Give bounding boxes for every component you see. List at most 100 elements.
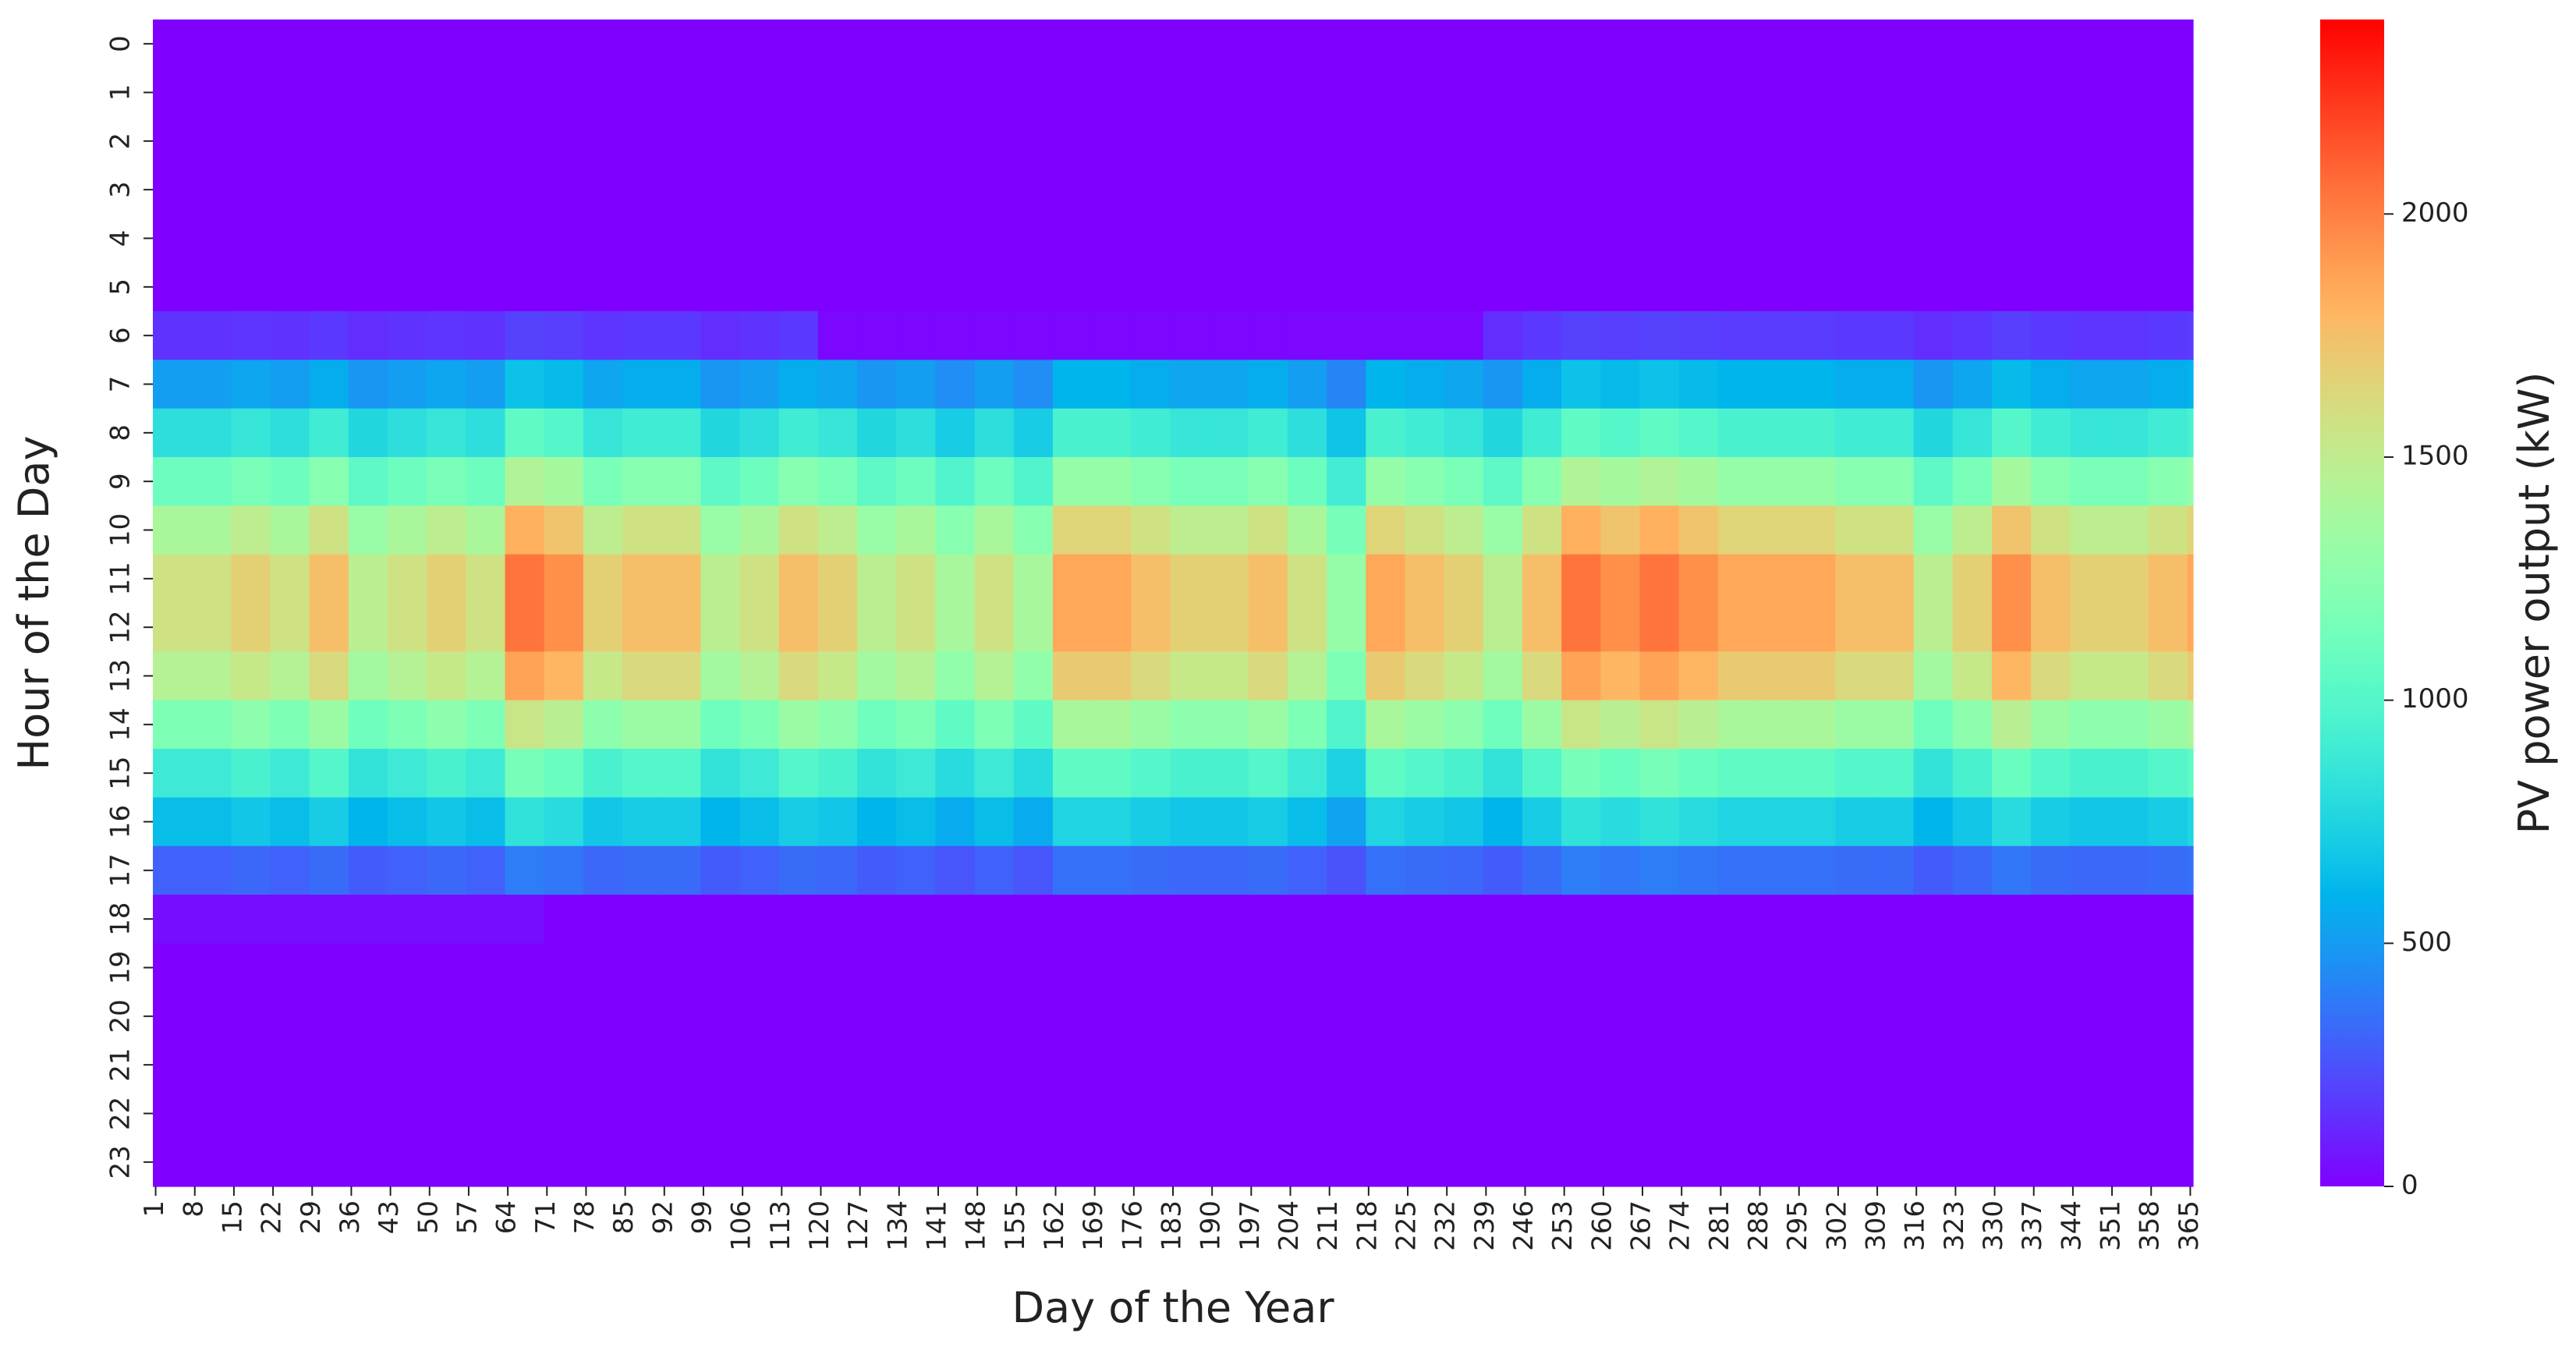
heatmap-cell bbox=[1639, 214, 1680, 264]
heatmap-cell bbox=[896, 457, 936, 506]
heatmap-cell bbox=[1835, 1089, 1876, 1139]
heatmap-cell bbox=[896, 214, 936, 264]
heatmap-cell bbox=[739, 505, 780, 555]
heatmap-cell bbox=[1835, 700, 1876, 750]
heatmap-cell bbox=[231, 457, 271, 506]
heatmap-cell bbox=[1092, 1041, 1132, 1090]
heatmap-cell bbox=[1639, 603, 1680, 652]
x-tick-label: 232 bbox=[1430, 1200, 1462, 1251]
heatmap-cell bbox=[1170, 505, 1210, 555]
heatmap-cell bbox=[1561, 603, 1601, 652]
heatmap-cell bbox=[348, 797, 388, 847]
heatmap-cell bbox=[1052, 749, 1093, 798]
heatmap-cell bbox=[1991, 1137, 2032, 1187]
heatmap-cell bbox=[1483, 505, 1523, 555]
heatmap-cell bbox=[348, 20, 388, 69]
heatmap-cell bbox=[739, 991, 780, 1041]
heatmap-cell bbox=[974, 1089, 1015, 1139]
heatmap-cell bbox=[2109, 603, 2149, 652]
heatmap-cell bbox=[1639, 20, 1680, 69]
heatmap-cell bbox=[700, 505, 741, 555]
heatmap-cell bbox=[1013, 943, 1054, 993]
heatmap-cell bbox=[739, 262, 780, 312]
heatmap-cell bbox=[739, 895, 780, 944]
heatmap-cell bbox=[1639, 797, 1680, 847]
heatmap-cell bbox=[1287, 943, 1327, 993]
heatmap-cell bbox=[661, 603, 701, 652]
heatmap-cell bbox=[309, 457, 349, 506]
heatmap-cell bbox=[2070, 20, 2110, 69]
y-tick-label: 23 bbox=[105, 1145, 136, 1179]
heatmap-cell bbox=[857, 116, 897, 166]
heatmap-cell bbox=[270, 846, 310, 895]
heatmap-cell bbox=[1600, 846, 1641, 895]
heatmap-cell bbox=[1327, 165, 1366, 215]
y-tick-label: 17 bbox=[105, 853, 136, 887]
heatmap-cell bbox=[857, 797, 897, 847]
heatmap-cell bbox=[1991, 505, 2032, 555]
heatmap-cell bbox=[2148, 68, 2188, 118]
heatmap-cell bbox=[1561, 1041, 1601, 1090]
heatmap-cell bbox=[1131, 457, 1171, 506]
heatmap-cell bbox=[1561, 943, 1601, 993]
heatmap-cell bbox=[857, 943, 897, 993]
heatmap-cell bbox=[622, 262, 662, 312]
heatmap-cell bbox=[1444, 20, 1484, 69]
heatmap-cell bbox=[1131, 1041, 1171, 1090]
heatmap-cell bbox=[1092, 554, 1132, 604]
heatmap-cell bbox=[2187, 408, 2194, 458]
x-tick-label: 351 bbox=[2096, 1200, 2127, 1251]
heatmap-cell bbox=[427, 749, 466, 798]
heatmap-cell bbox=[1327, 797, 1366, 847]
heatmap-cell bbox=[270, 1089, 310, 1139]
heatmap-cell bbox=[1013, 651, 1054, 701]
heatmap-cell bbox=[1522, 846, 1562, 895]
heatmap-cell bbox=[2070, 68, 2110, 118]
heatmap-cell bbox=[1405, 505, 1445, 555]
heatmap-cell bbox=[1170, 797, 1210, 847]
heatmap-cell bbox=[661, 311, 701, 360]
heatmap-cell bbox=[2070, 360, 2110, 410]
heatmap-cell bbox=[1717, 846, 1758, 895]
heatmap-cell bbox=[2070, 311, 2110, 360]
heatmap-cell bbox=[2109, 895, 2149, 944]
x-tick-label: 176 bbox=[1117, 1200, 1148, 1251]
heatmap-cell bbox=[544, 749, 584, 798]
heatmap-cell bbox=[1131, 165, 1171, 215]
heatmap-cell bbox=[1756, 651, 1797, 701]
x-tick-label: 78 bbox=[569, 1200, 601, 1234]
heatmap-cell bbox=[348, 214, 388, 264]
heatmap-cell bbox=[1796, 1137, 1836, 1187]
heatmap-cell bbox=[2031, 68, 2071, 118]
heatmap-cell bbox=[2187, 554, 2194, 604]
heatmap-cell bbox=[1561, 797, 1601, 847]
heatmap-cell bbox=[505, 1137, 545, 1187]
x-tick-label: 1 bbox=[139, 1200, 170, 1218]
heatmap-cell bbox=[427, 797, 466, 847]
heatmap-cell bbox=[1483, 165, 1523, 215]
heatmap-cell bbox=[1092, 505, 1132, 555]
heatmap-cell bbox=[505, 749, 545, 798]
heatmap-cell bbox=[466, 1089, 506, 1139]
heatmap-cell bbox=[2031, 262, 2071, 312]
heatmap-cell bbox=[1444, 68, 1484, 118]
heatmap-cell bbox=[231, 116, 271, 166]
heatmap-cell bbox=[2109, 20, 2149, 69]
heatmap-cell bbox=[544, 943, 584, 993]
heatmap-cell bbox=[1483, 1089, 1523, 1139]
y-tick-label: 22 bbox=[105, 1097, 136, 1130]
heatmap-cell bbox=[505, 311, 545, 360]
heatmap-cell bbox=[700, 749, 741, 798]
heatmap-cell bbox=[661, 68, 701, 118]
heatmap-cell bbox=[466, 214, 506, 264]
heatmap-cell bbox=[1639, 991, 1680, 1041]
heatmap-cell bbox=[1131, 311, 1171, 360]
heatmap-cell bbox=[2109, 651, 2149, 701]
heatmap-cell bbox=[739, 408, 780, 458]
heatmap-cell bbox=[309, 651, 349, 701]
colorbar-tick-label: 2000 bbox=[2401, 197, 2469, 229]
heatmap-cell bbox=[1483, 20, 1523, 69]
heatmap-cell bbox=[1092, 262, 1132, 312]
heatmap-cell bbox=[1405, 311, 1445, 360]
heatmap-cell bbox=[1600, 262, 1641, 312]
